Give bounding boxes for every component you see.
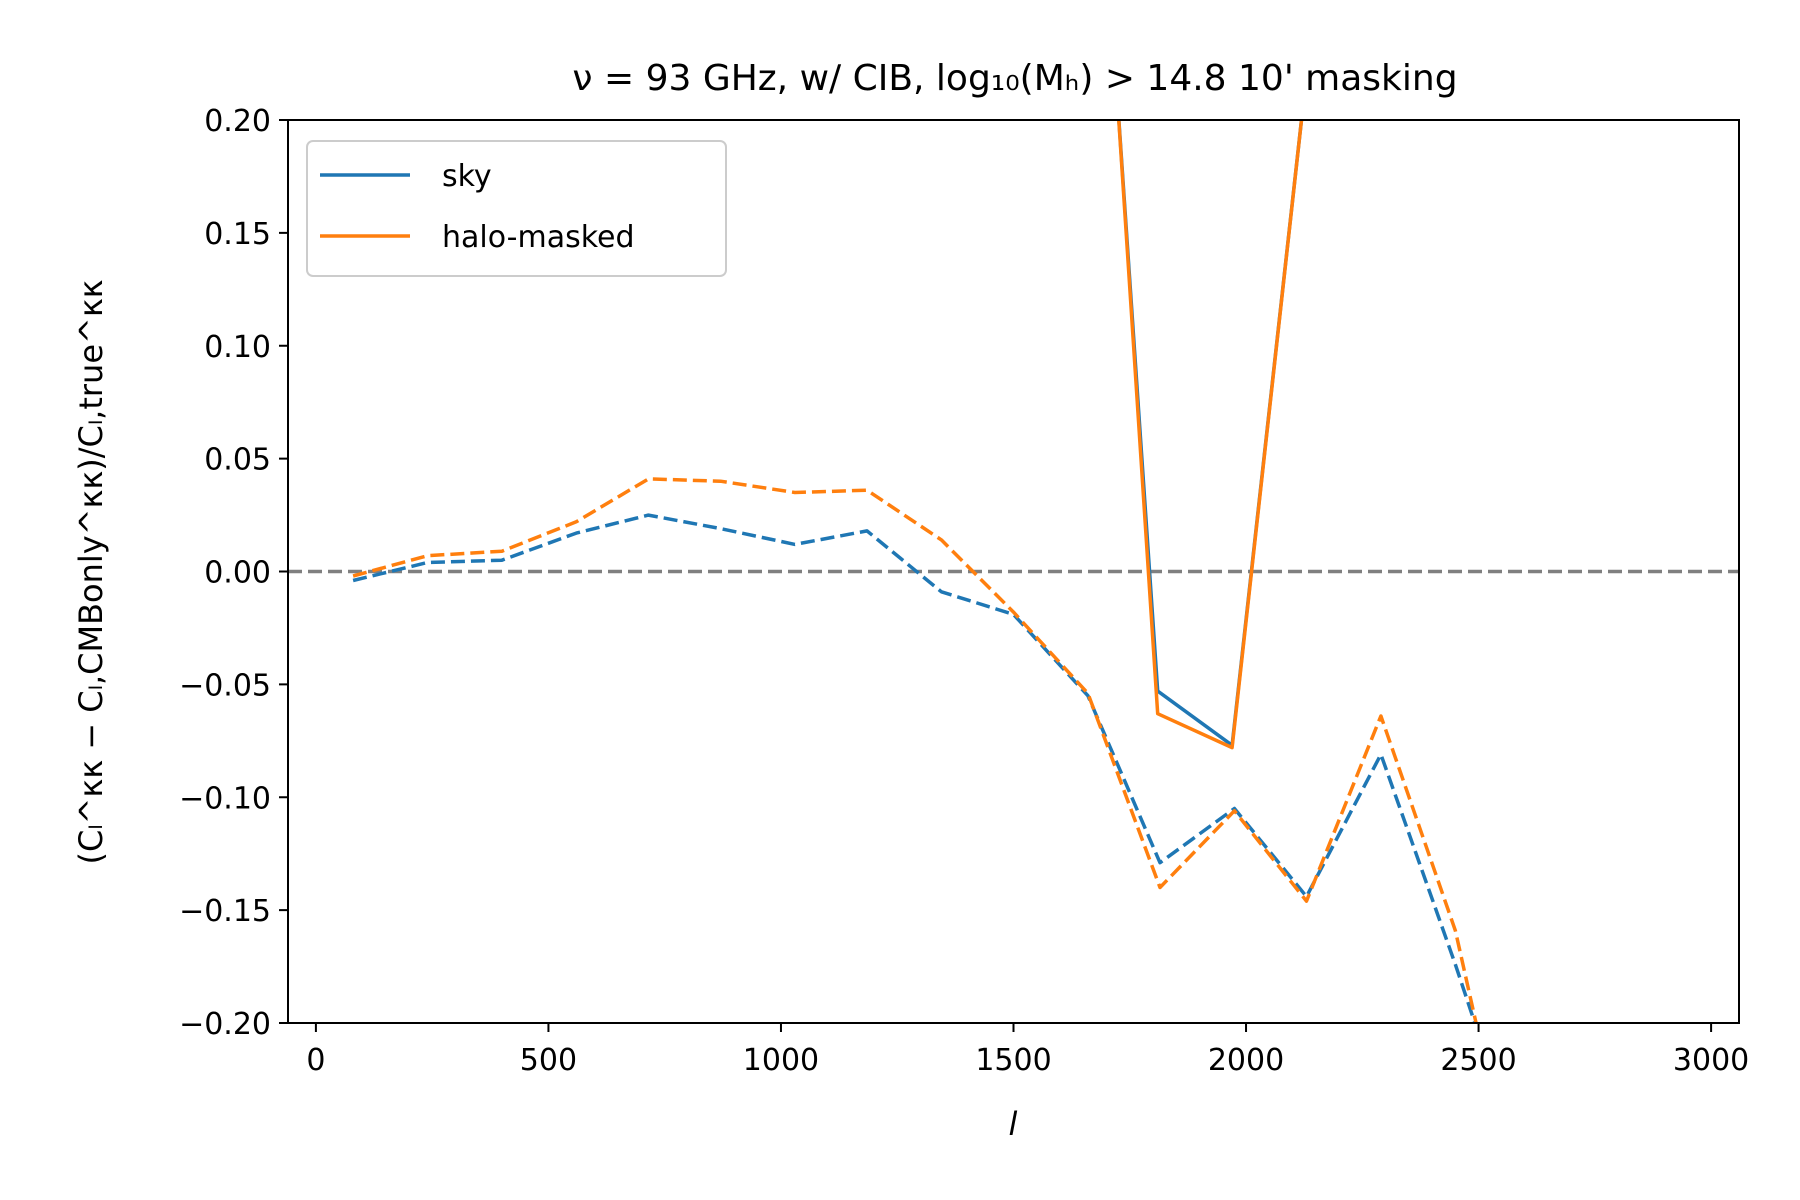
x-tick-label: 1000 [743, 1043, 819, 1078]
x-tick-label: 2000 [1208, 1043, 1284, 1078]
y-tick-label: 0.05 [204, 443, 271, 478]
y-axis-label: (Cₗ^κκ − Cₗ,CMBonly^κκ)/Cₗ,true^κκ [72, 279, 110, 864]
x-axis-label: l [1009, 1105, 1018, 1143]
x-axis: 0 500 1000 1500 2000 2500 3000 [306, 1023, 1749, 1078]
x-tick-label: 500 [520, 1043, 577, 1078]
legend-label-halo-masked: halo-masked [442, 220, 635, 255]
x-tick-label: 0 [306, 1043, 325, 1078]
series-line-sky [1117, 120, 1304, 748]
chart-title: ν = 93 GHz, w/ CIB, log₁₀(Mₕ) > 14.8 10'… [572, 58, 1457, 99]
legend: sky halo-masked [306, 140, 727, 277]
x-tick-label: 1500 [975, 1043, 1051, 1078]
y-tick-label: 0.10 [204, 330, 271, 365]
y-tick-label: 0.15 [204, 217, 271, 252]
y-tick-label: 0.20 [204, 104, 271, 139]
legend-box [306, 140, 727, 277]
y-tick-label: −0.20 [179, 1007, 271, 1042]
x-tick-label: 2500 [1440, 1043, 1516, 1078]
y-tick-label: −0.15 [179, 894, 271, 929]
y-axis: −0.20 −0.15 −0.10 −0.05 0.00 0.05 0.10 0.15 0.20 [179, 104, 288, 1042]
legend-label-sky: sky [442, 159, 492, 194]
x-tick-label: 3000 [1673, 1043, 1749, 1078]
y-tick-label: 0.00 [204, 556, 271, 591]
series-line-dashed-3 [352, 477, 1478, 1023]
series-line-halo-masked [1117, 120, 1304, 750]
y-tick-label: −0.05 [179, 668, 271, 703]
y-tick-label: −0.10 [179, 781, 271, 816]
series-line-dashed-2 [352, 513, 1477, 1023]
